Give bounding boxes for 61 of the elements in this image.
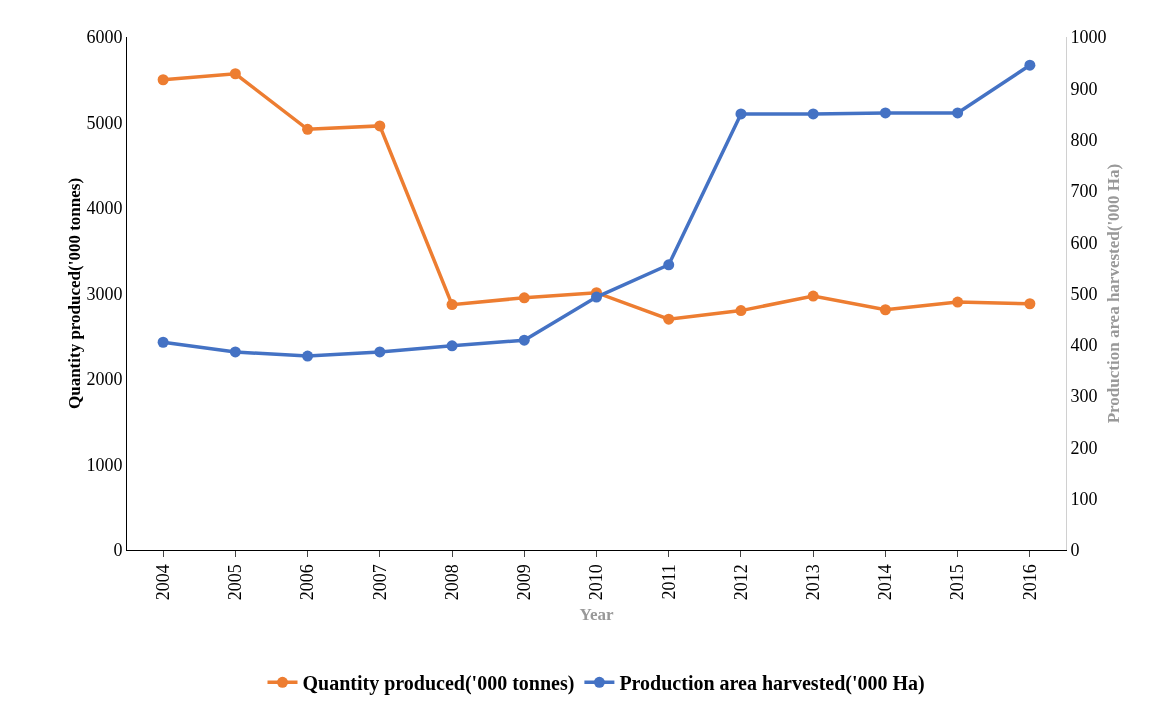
x-axis-title: Year bbox=[579, 604, 614, 624]
point bbox=[879, 107, 891, 119]
point bbox=[157, 336, 169, 348]
legend-label: Production area harvested('000 Ha) bbox=[619, 672, 925, 696]
x-tick-label: 2015 bbox=[947, 564, 968, 601]
x-tick-label: 2014 bbox=[875, 564, 896, 601]
y2-tick-label: 400 bbox=[1070, 335, 1098, 356]
x-tick-label: 2012 bbox=[730, 564, 751, 601]
y-tick-label: 2000 bbox=[86, 369, 123, 390]
point bbox=[518, 292, 530, 304]
y2-tick-label: 800 bbox=[1070, 129, 1098, 150]
point bbox=[302, 123, 314, 135]
point bbox=[807, 108, 819, 120]
point bbox=[663, 259, 675, 271]
y-tick-label: 0 bbox=[113, 540, 123, 561]
y2-tick-label: 900 bbox=[1070, 78, 1098, 99]
point bbox=[879, 304, 891, 316]
point bbox=[591, 291, 602, 303]
point bbox=[1024, 298, 1036, 310]
point bbox=[374, 120, 386, 132]
x-tick-label: 2008 bbox=[441, 564, 462, 601]
y2-tick-label: 500 bbox=[1070, 283, 1098, 304]
x-tick-label: 2006 bbox=[297, 564, 318, 601]
y2-tick-label: 300 bbox=[1070, 386, 1098, 407]
point bbox=[1024, 59, 1036, 71]
y-tick-label: 6000 bbox=[86, 27, 123, 48]
point bbox=[952, 107, 964, 119]
point bbox=[952, 296, 964, 308]
point bbox=[446, 340, 458, 352]
point bbox=[807, 290, 819, 302]
y2-tick-label: 100 bbox=[1070, 489, 1098, 509]
point bbox=[446, 299, 458, 311]
x-tick-label: 2009 bbox=[514, 564, 535, 601]
point bbox=[302, 350, 314, 362]
x-tick-label: 2016 bbox=[1019, 564, 1040, 601]
y2-tick-label: 0 bbox=[1070, 540, 1080, 561]
legend-label: Quantity produced('000 tonnes) bbox=[302, 672, 575, 696]
y2-axis-title: Production area harvested('000 Ha) bbox=[1103, 163, 1123, 424]
point bbox=[157, 74, 169, 86]
point bbox=[374, 346, 386, 358]
x-tick-label: 2005 bbox=[225, 564, 246, 601]
y2-tick-label: 700 bbox=[1070, 181, 1098, 202]
point bbox=[663, 313, 675, 325]
x-tick-label: 2007 bbox=[369, 564, 390, 601]
x-tick-label: 2004 bbox=[152, 564, 173, 601]
point bbox=[229, 68, 241, 80]
y2-tick-label: 200 bbox=[1070, 437, 1098, 458]
y2-tick-label: 1000 bbox=[1070, 27, 1107, 48]
point bbox=[518, 334, 530, 346]
x-tick-label: 2013 bbox=[803, 564, 824, 601]
point bbox=[735, 305, 747, 317]
point bbox=[735, 108, 747, 120]
x-tick-label: 2010 bbox=[586, 564, 607, 601]
point bbox=[229, 346, 241, 358]
y2-tick-label: 600 bbox=[1070, 232, 1098, 253]
y-tick-label: 5000 bbox=[86, 112, 123, 133]
y-tick-label: 3000 bbox=[86, 283, 123, 304]
y-tick-label: 4000 bbox=[86, 198, 123, 219]
y-axis-title: Quantity produced('000 tonnes) bbox=[65, 177, 85, 410]
y-tick-label: 1000 bbox=[86, 454, 123, 475]
x-tick-label: 2011 bbox=[658, 564, 679, 600]
